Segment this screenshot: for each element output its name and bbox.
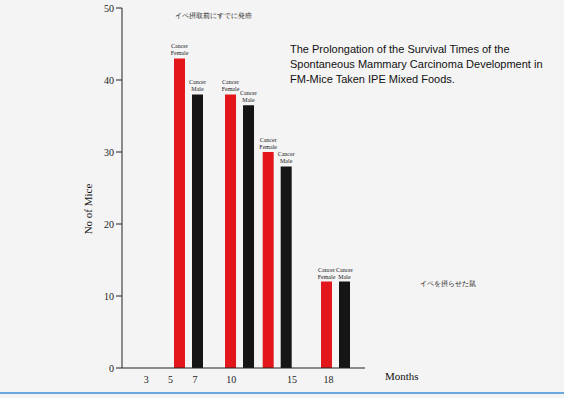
svg-text:CancerFemale: CancerFemale xyxy=(222,79,240,92)
svg-text:7: 7 xyxy=(192,374,197,385)
svg-text:3: 3 xyxy=(144,374,149,385)
svg-text:30: 30 xyxy=(104,147,114,158)
html-text:イペを摂らせた鼠: イペを摂らせた鼠 xyxy=(420,280,476,288)
svg-text:CancerFemale: CancerFemale xyxy=(318,267,336,280)
svg-text:10: 10 xyxy=(226,374,236,385)
html-text:イペ摂取前にすでに発癌: イペ摂取前にすでに発癌 xyxy=(175,12,252,20)
html-text:The Prolongation of the Surviv: The Prolongation of the Survival Times o… xyxy=(290,43,543,85)
svg-text:5: 5 xyxy=(168,374,173,385)
svg-text:40: 40 xyxy=(104,75,114,86)
html-text:No of Mice: No of Mice xyxy=(82,183,94,235)
svg-text:10: 10 xyxy=(104,291,114,302)
svg-text:CancerFemale: CancerFemale xyxy=(171,43,189,56)
html-text:Months: Months xyxy=(385,370,419,382)
svg-text:50: 50 xyxy=(104,3,114,14)
svg-text:15: 15 xyxy=(287,374,297,385)
svg-text:CancerMale: CancerMale xyxy=(336,267,353,280)
svg-text:20: 20 xyxy=(104,219,114,230)
svg-text:CancerFemale: CancerFemale xyxy=(259,137,277,150)
svg-text:CancerMale: CancerMale xyxy=(189,79,206,92)
svg-text:18: 18 xyxy=(324,374,334,385)
svg-text:0: 0 xyxy=(109,363,114,374)
svg-text:CancerMale: CancerMale xyxy=(240,90,257,103)
svg-text:CancerMale: CancerMale xyxy=(278,151,295,164)
